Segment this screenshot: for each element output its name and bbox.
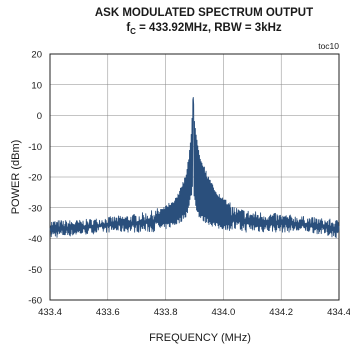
x-tick-label: 434.2	[269, 307, 293, 318]
subtitle-prefix: f	[126, 22, 130, 34]
subtitle-subscript: C	[130, 27, 136, 36]
chart-title: ASK MODULATED SPECTRUM OUTPUT	[95, 7, 313, 19]
x-tick-label: 434.4	[327, 307, 350, 318]
y-tick-label: 0	[37, 111, 42, 122]
y-tick-label: -30	[28, 203, 42, 214]
y-tick-label: -10	[28, 142, 42, 153]
x-tick-labels: 433.4 433.6 433.8 434.0 434.2 434.4	[38, 307, 350, 318]
x-tick-label: 433.4	[38, 307, 62, 318]
y-tick-label: 20	[31, 50, 42, 61]
y-tick-label: -60	[28, 296, 42, 307]
x-tick-label: 433.6	[96, 307, 120, 318]
x-tick-label: 433.8	[154, 307, 178, 318]
y-tick-label: -50	[28, 265, 42, 276]
y-tick-label: -40	[28, 234, 42, 245]
x-axis-label: FREQUENCY (MHz)	[149, 332, 251, 344]
y-tick-label: -20	[28, 173, 42, 184]
y-tick-labels: 20 10 0 -10 -20 -30 -40 -50 -60	[28, 50, 42, 307]
subtitle-rest: = 433.92MHz, RBW = 3kHz	[136, 22, 282, 34]
spectrum-trace	[49, 97, 340, 239]
chart-subtitle: fC = 433.92MHz, RBW = 3kHz	[126, 22, 282, 36]
y-axis-label: POWER (dBm)	[10, 140, 22, 215]
y-tick-label: 10	[31, 80, 42, 91]
x-tick-label: 434.0	[212, 307, 236, 318]
figure-tag: toc10	[318, 41, 339, 51]
plot-frame	[49, 53, 340, 301]
